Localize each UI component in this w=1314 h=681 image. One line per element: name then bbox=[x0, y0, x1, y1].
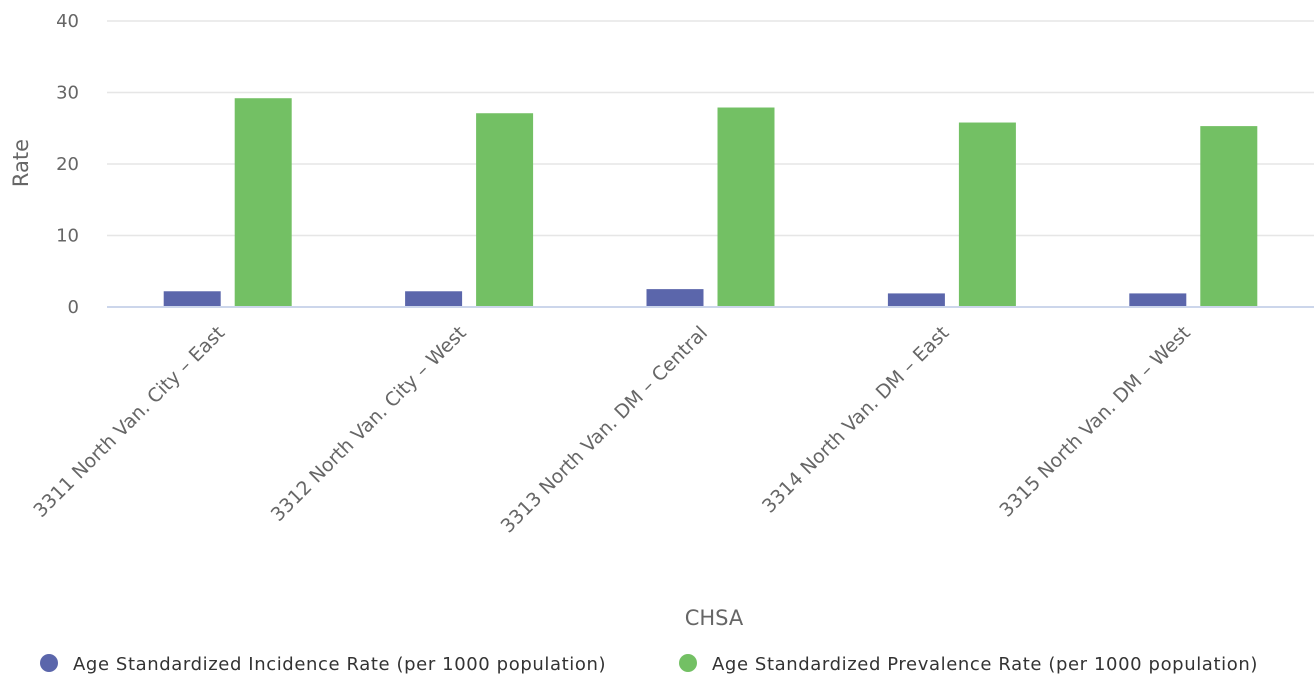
bar-incidence[interactable] bbox=[1129, 293, 1187, 307]
gridlines bbox=[107, 20, 1314, 237]
y-tick-label: 10 bbox=[56, 226, 79, 247]
bar-prevalence[interactable] bbox=[234, 98, 292, 307]
legend-marker bbox=[40, 654, 58, 672]
bar-prevalence[interactable] bbox=[717, 107, 775, 307]
y-tick-label: 30 bbox=[56, 83, 79, 104]
x-tick-label: 3313 North Van. DM – Central bbox=[497, 322, 712, 537]
legend: Age Standardized Incidence Rate (per 100… bbox=[40, 654, 1258, 675]
y-tick-label: 20 bbox=[56, 154, 79, 175]
x-tick-label: 3314 North Van. DM – East bbox=[758, 322, 953, 517]
bar-prevalence[interactable] bbox=[958, 122, 1016, 307]
legend-marker bbox=[679, 654, 697, 672]
bar-incidence[interactable] bbox=[163, 291, 221, 307]
bar-incidence[interactable] bbox=[646, 289, 704, 307]
x-axis-title: CHSA bbox=[685, 606, 744, 630]
bars bbox=[163, 98, 1258, 307]
y-tick-label: 0 bbox=[68, 297, 79, 318]
legend-item[interactable]: Age Standardized Incidence Rate (per 100… bbox=[40, 654, 606, 675]
x-axis-ticks: 3311 North Van. City – East 3312 North Va… bbox=[29, 322, 1194, 537]
legend-label: Age Standardized Incidence Rate (per 100… bbox=[73, 654, 606, 675]
legend-label: Age Standardized Prevalence Rate (per 10… bbox=[712, 654, 1258, 675]
y-tick-label: 40 bbox=[56, 11, 79, 32]
bar-prevalence[interactable] bbox=[476, 113, 534, 307]
x-tick-label: 3315 North Van. DM – West bbox=[995, 322, 1195, 522]
x-tick-label: 3312 North Van. City – West bbox=[267, 322, 471, 526]
bar-incidence[interactable] bbox=[405, 291, 463, 307]
x-tick-label: 3311 North Van. City – East bbox=[29, 322, 229, 522]
bar-incidence[interactable] bbox=[887, 293, 945, 307]
bar-prevalence[interactable] bbox=[1200, 126, 1258, 307]
y-axis-title: Rate bbox=[9, 139, 33, 187]
legend-item[interactable]: Age Standardized Prevalence Rate (per 10… bbox=[679, 654, 1258, 675]
y-axis-ticks: 0 10 20 30 40 bbox=[56, 11, 79, 318]
